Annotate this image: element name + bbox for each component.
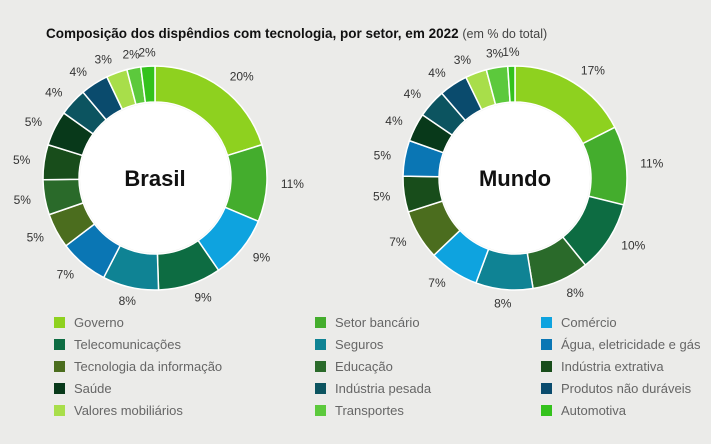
data-label-industria-extrativa: 5% <box>373 189 391 203</box>
legend-item-comercio: Comércio <box>541 315 617 330</box>
data-label-tecnologia-da-informacao: 5% <box>27 231 45 245</box>
data-label-educacao: 5% <box>14 193 32 207</box>
data-label-governo: 17% <box>581 64 605 78</box>
legend-swatch <box>541 339 552 350</box>
legend-swatch <box>54 339 65 350</box>
legend-label: Comércio <box>561 315 617 330</box>
center-label: Brasil <box>124 166 185 191</box>
legend-label: Tecnologia da informação <box>74 359 223 374</box>
legend-label: Água, eletricidade e gás <box>561 337 701 352</box>
data-label-agua-eletricidade-e-gas: 7% <box>57 268 75 282</box>
legend-item-saude: Saúde <box>54 381 112 396</box>
legend-item-produtos-nao-duraveis: Produtos não duráveis <box>541 381 691 396</box>
data-label-setor-bancario: 11% <box>640 157 663 171</box>
data-label-comercio: 9% <box>253 250 271 264</box>
legend-label: Valores mobiliários <box>74 403 183 418</box>
donut-hole <box>440 103 590 253</box>
data-label-agua-eletricidade-e-gas: 5% <box>374 149 392 163</box>
donut-mundo: 17%11%10%8%8%7%7%5%5%4%4%4%3% 3%1%Mundo <box>373 45 664 310</box>
data-label-tecnologia-da-informacao: 7% <box>389 235 407 249</box>
legend-swatch <box>541 361 552 372</box>
legend-swatch <box>315 317 326 328</box>
data-label-produtos-nao-duraveis: 4% <box>428 66 446 80</box>
data-label-governo: 20% <box>230 70 254 84</box>
legend-item-educacao: Educação <box>315 359 393 374</box>
legend-item-transportes: Transportes <box>315 403 404 418</box>
data-label-industria-pesada: 4% <box>45 86 63 100</box>
legend-swatch <box>315 383 326 394</box>
legend-swatch <box>54 383 65 394</box>
slice-automotiva <box>506 65 516 103</box>
data-label-transportes: 2% <box>122 47 140 61</box>
legend-label: Indústria pesada <box>335 381 432 396</box>
data-label-saude: 4% <box>385 114 403 128</box>
legend-label: Telecomunicações <box>74 337 181 352</box>
data-label-automotiva: 2% <box>138 45 156 59</box>
legend-swatch <box>315 361 326 372</box>
legend-item-governo: Governo <box>54 315 124 330</box>
data-label-telecomunicacoes: 10% <box>621 239 645 253</box>
legend-swatch <box>315 405 326 416</box>
legend-swatch <box>54 361 65 372</box>
donut-hole <box>80 103 230 253</box>
legend-swatch <box>541 405 552 416</box>
legend-item-industria-extrativa: Indústria extrativa <box>541 359 664 374</box>
legend-label: Setor bancário <box>335 315 420 330</box>
data-label-produtos-nao-duraveis: 4% <box>70 65 88 79</box>
legend-label: Indústria extrativa <box>561 359 664 374</box>
data-label-seguros: 8% <box>119 294 137 308</box>
legend-item-industria-pesada: Indústria pesada <box>315 381 431 396</box>
legend-swatch <box>54 405 65 416</box>
donut-charts: 20%11%9%9%8%7%5%5%5%5%4%4%3% 2%2%Brasil17… <box>13 45 664 310</box>
data-label-automotiva: 1% <box>502 45 520 59</box>
legend-swatch <box>541 383 552 394</box>
legend-item-tecnologia-da-informacao: Tecnologia da informação <box>54 359 222 374</box>
donut-brasil: 20% 11% 9% 9% 8% 7% 5% 5% 5% 5% 4% 4% 3% 2%2% Brasil <box>13 45 304 308</box>
legend-label: Produtos não duráveis <box>561 381 692 396</box>
legend-swatch <box>315 339 326 350</box>
data-label-transportes: 3% <box>486 47 504 61</box>
chart-title: Composição dos dispêndios com tecnologia… <box>46 26 548 41</box>
data-label-seguros: 8% <box>494 296 512 310</box>
legend-item-seguros: Seguros <box>315 337 383 352</box>
legend-item-automotiva: Automotiva <box>541 403 626 418</box>
legend-item-valores-mobiliarios: Valores mobiliários <box>54 403 183 418</box>
legend-swatch <box>541 317 552 328</box>
legend-swatch <box>54 317 65 328</box>
data-label-valores-mobiliarios: 3% <box>454 53 472 67</box>
data-label-telecomunicacoes: 9% <box>194 291 212 305</box>
legend-label: Governo <box>74 315 124 330</box>
data-label-comercio: 7% <box>428 276 446 290</box>
legend-item-telecomunicacoes: Telecomunicações <box>54 337 181 352</box>
data-label-industria-extrativa: 5% <box>13 153 31 167</box>
data-label-industria-pesada: 4% <box>404 87 422 101</box>
data-label-educacao: 8% <box>566 286 584 300</box>
legend-label: Transportes <box>335 403 404 418</box>
data-label-saude: 5% <box>25 115 43 129</box>
legend-label: Saúde <box>74 381 112 396</box>
legend-label: Educação <box>335 359 393 374</box>
legend-label: Automotiva <box>561 403 627 418</box>
legend-item-agua-eletricidade-e-gas: Água, eletricidade e gás <box>541 337 700 352</box>
legend-item-setor-bancario: Setor bancário <box>315 315 420 330</box>
slice-automotiva <box>139 65 156 104</box>
data-label-valores-mobiliarios: 3% <box>95 53 113 67</box>
legend-label: Seguros <box>335 337 384 352</box>
center-label: Mundo <box>479 166 551 191</box>
data-label-setor-bancario: 11% <box>281 177 304 191</box>
chart-subtitle: (em % do total) <box>462 27 548 41</box>
legend: Governo Setor bancário Comércio Telecomunic… <box>54 315 704 425</box>
